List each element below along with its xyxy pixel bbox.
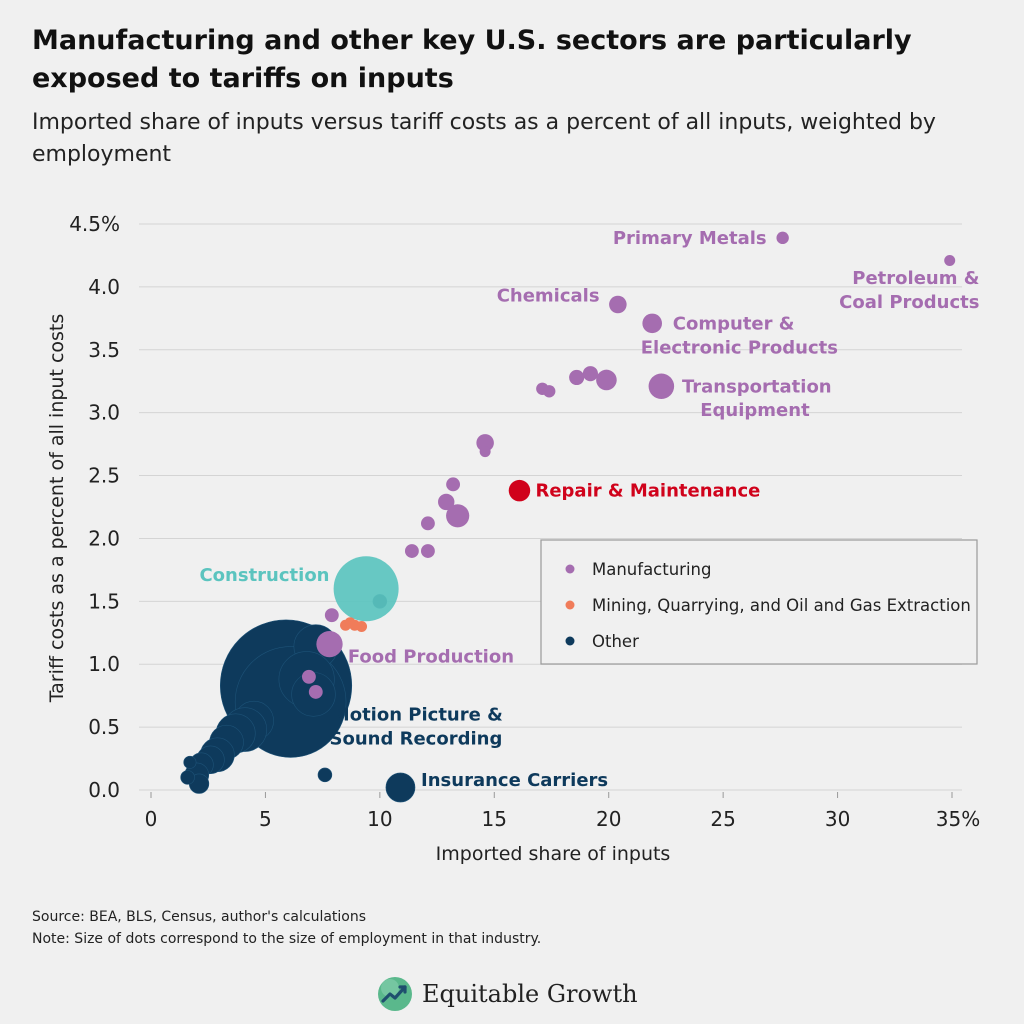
data-point [543, 385, 556, 398]
series-repair [508, 479, 531, 502]
legend-marker [565, 600, 575, 610]
scatter-chart: 0.0 0.5 1.0 1.5 2.0 2.5 3.0 3.5 4.0 4.5% 0 5 10 15 20 2… [46, 212, 980, 865]
x-tick-label: 10 [367, 807, 392, 831]
data-point [316, 630, 343, 658]
legend-label: Manufacturing [592, 560, 711, 579]
annotation-label: Repair & Maintenance [535, 481, 760, 502]
annotation-label: Equipment [700, 400, 810, 421]
y-tick-label: 0.0 [88, 778, 120, 802]
data-point [183, 755, 197, 769]
legend-label: Mining, Quarrying, and Oil and Gas Extra… [592, 596, 971, 615]
x-axis-label: Imported share of inputs [436, 843, 671, 865]
series-construction [333, 556, 399, 622]
source-note: Source: BEA, BLS, Census, author's calcu… [32, 909, 367, 925]
legend-box [540, 539, 978, 665]
annotation-label: Transportation [682, 376, 832, 397]
data-point [438, 493, 455, 511]
data-point [609, 295, 627, 314]
y-tick-label: 1.5 [88, 589, 120, 613]
size-note: Note: Size of dots correspond to the siz… [32, 931, 542, 947]
data-point [404, 544, 419, 558]
data-point [356, 620, 368, 632]
y-axis-label: Tariff costs as a percent of all input c… [46, 314, 68, 704]
data-point [944, 254, 956, 266]
x-tick-label: 5 [259, 807, 272, 831]
brand-name: Equitable Growth [422, 980, 638, 1008]
legend: Manufacturing Mining, Quarrying, and Oil … [540, 539, 978, 665]
x-tick-label: 30 [825, 807, 850, 831]
data-point [446, 477, 461, 492]
data-point [569, 369, 585, 386]
brand-logo: Equitable Growth [376, 974, 638, 1014]
data-point [479, 446, 491, 458]
annotation-label: Sound Recording [330, 728, 503, 749]
annotation-label: Chemicals [497, 286, 600, 307]
data-point [333, 556, 399, 622]
series-other [180, 594, 416, 803]
y-tick-label: 2.0 [88, 526, 120, 550]
annotation-label: Electronic Products [641, 337, 838, 358]
annotation-label: Motion Picture & [332, 705, 503, 726]
chart-subtitle: Imported share of inputs versus tariff c… [32, 110, 936, 167]
y-tick-label: 4.5% [69, 212, 120, 236]
x-tick-label: 25 [710, 807, 735, 831]
y-tick-label: 4.0 [88, 275, 120, 299]
x-tick-label: 0 [145, 807, 158, 831]
x-tick-label: 20 [596, 807, 621, 831]
annotation-label: Insurance Carriers [421, 770, 608, 791]
data-point [180, 770, 195, 785]
data-point [308, 684, 323, 699]
data-point [508, 479, 531, 502]
data-point [301, 669, 316, 684]
annotation-label: Construction [199, 565, 329, 586]
annotation-label: Petroleum & [852, 268, 979, 289]
chart-title: Manufacturing and other key U.S. sectors… [32, 25, 912, 94]
x-tick-label: 15 [482, 807, 507, 831]
annotation-label: Primary Metals [613, 228, 767, 249]
data-point [324, 608, 339, 623]
x-tick-label: 35% [936, 807, 980, 831]
data-point [420, 544, 435, 558]
data-point [642, 313, 662, 334]
data-point [476, 434, 494, 452]
data-point [582, 366, 598, 382]
legend-marker [565, 564, 575, 574]
y-tick-label: 2.5 [88, 464, 120, 488]
annotation-label: Coal Products [839, 292, 979, 313]
series-manufacturing [301, 231, 956, 699]
legend-marker [565, 636, 575, 646]
annotation-label: Food Production [348, 647, 514, 668]
data-point [420, 516, 435, 531]
y-tick-label: 1.0 [88, 652, 120, 676]
data-point [776, 231, 789, 245]
y-tick-label: 3.5 [88, 338, 120, 362]
data-point [596, 369, 617, 391]
legend-label: Other [592, 632, 639, 651]
footer: Source: BEA, BLS, Census, author's calcu… [32, 906, 541, 950]
y-tick-label: 3.0 [88, 401, 120, 425]
data-point [648, 373, 675, 400]
series-mining [340, 617, 368, 632]
data-point [385, 772, 416, 803]
y-tick-label: 0.5 [88, 715, 120, 739]
equitable-growth-logo-icon [378, 977, 412, 1011]
data-point [317, 767, 333, 783]
data-point [446, 504, 470, 528]
annotation-label: Computer & [673, 313, 795, 334]
